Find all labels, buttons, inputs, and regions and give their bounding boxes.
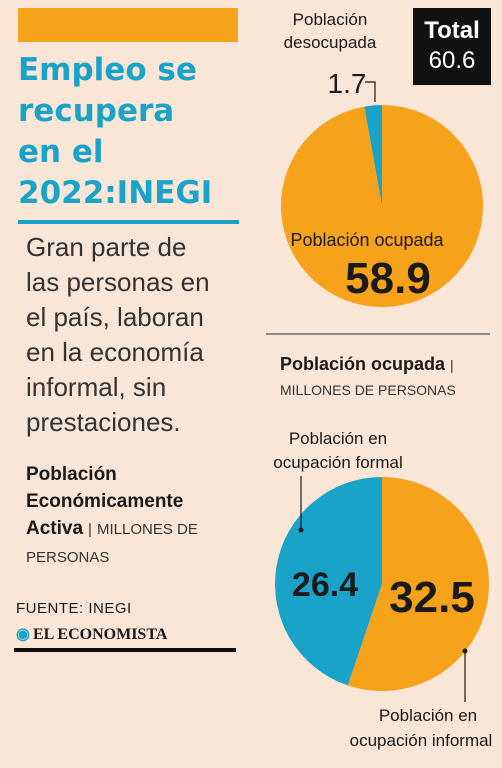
pie1-value-desocupada: 1.7 [328, 68, 367, 99]
total-label: Total [424, 17, 480, 44]
caption-separator: | [88, 521, 92, 538]
subheadline: Gran parte de las personas en el país, l… [26, 230, 241, 440]
subheadline-line: en la economía [26, 337, 204, 367]
subheadline-line: Gran parte de [26, 232, 187, 262]
total-box: Total 60.6 [413, 8, 491, 85]
caption-unit-line: MILLONES DE [96, 521, 198, 538]
pie2-label-formal: ocupación formal [273, 453, 402, 472]
brand-logo: ◉ EL ECONOMISTA [16, 624, 167, 644]
pie1-leader-line [365, 81, 376, 102]
pie2-label-informal: ocupación informal [350, 731, 493, 750]
headline-line: recupera [18, 93, 175, 129]
chart2-unit: MILLONES DE PERSONAS [280, 382, 456, 398]
subheadline-line: las personas en [26, 267, 210, 297]
caption-title-line: Económicamente [26, 491, 184, 512]
top-accent-bar [18, 8, 238, 42]
pie1-label-desocupada: desocupada [284, 33, 377, 52]
pie2-label-informal: Población en [379, 706, 477, 725]
pie2-leader-dot-formal [298, 527, 304, 533]
pie2-label-formal: Población en [289, 429, 387, 448]
brand-name: EL ECONOMISTA [32, 626, 168, 643]
headline-rule [18, 220, 239, 224]
caption-title-line: Activa [26, 518, 84, 539]
pie1-value-ocupada: 58.9 [345, 254, 431, 303]
headline: Empleo se recupera en el 2022:INEGI [18, 50, 243, 214]
chart2-separator: | [450, 357, 454, 373]
subheadline-line: prestaciones. [26, 407, 181, 437]
pie1-slice-ocupada [280, 105, 483, 307]
chart1-caption: Población Económicamente Activa | MILLON… [26, 461, 241, 571]
source-note: FUENTE: INEGI [16, 600, 132, 617]
brand-rule [14, 648, 236, 652]
section-divider [266, 333, 490, 335]
subheadline-line: el país, laboran [26, 302, 204, 332]
brand-mark-icon: ◉ [16, 626, 30, 643]
subheadline-line: informal, sin [26, 372, 167, 402]
caption-unit-line: PERSONAS [26, 549, 110, 566]
chart2-title: Población ocupada [280, 354, 446, 374]
headline-line: Empleo se [18, 52, 197, 88]
pie1-label-desocupada: Población [293, 10, 368, 29]
pie2-slice-informal [347, 477, 490, 692]
pie1-slice-desocupada [364, 105, 382, 206]
headline-line: en el [18, 134, 104, 170]
headline-line: 2022:INEGI [18, 175, 213, 211]
pie1-label-ocupada: Población ocupada [290, 230, 444, 250]
total-value: 60.6 [428, 47, 476, 74]
pie2-value-informal: 32.5 [389, 573, 475, 622]
pie2-value-formal: 26.4 [292, 566, 358, 604]
caption-title-line: Población [26, 464, 117, 485]
chart2-caption: Población ocupada | MILLONES DE PERSONAS [280, 352, 490, 402]
